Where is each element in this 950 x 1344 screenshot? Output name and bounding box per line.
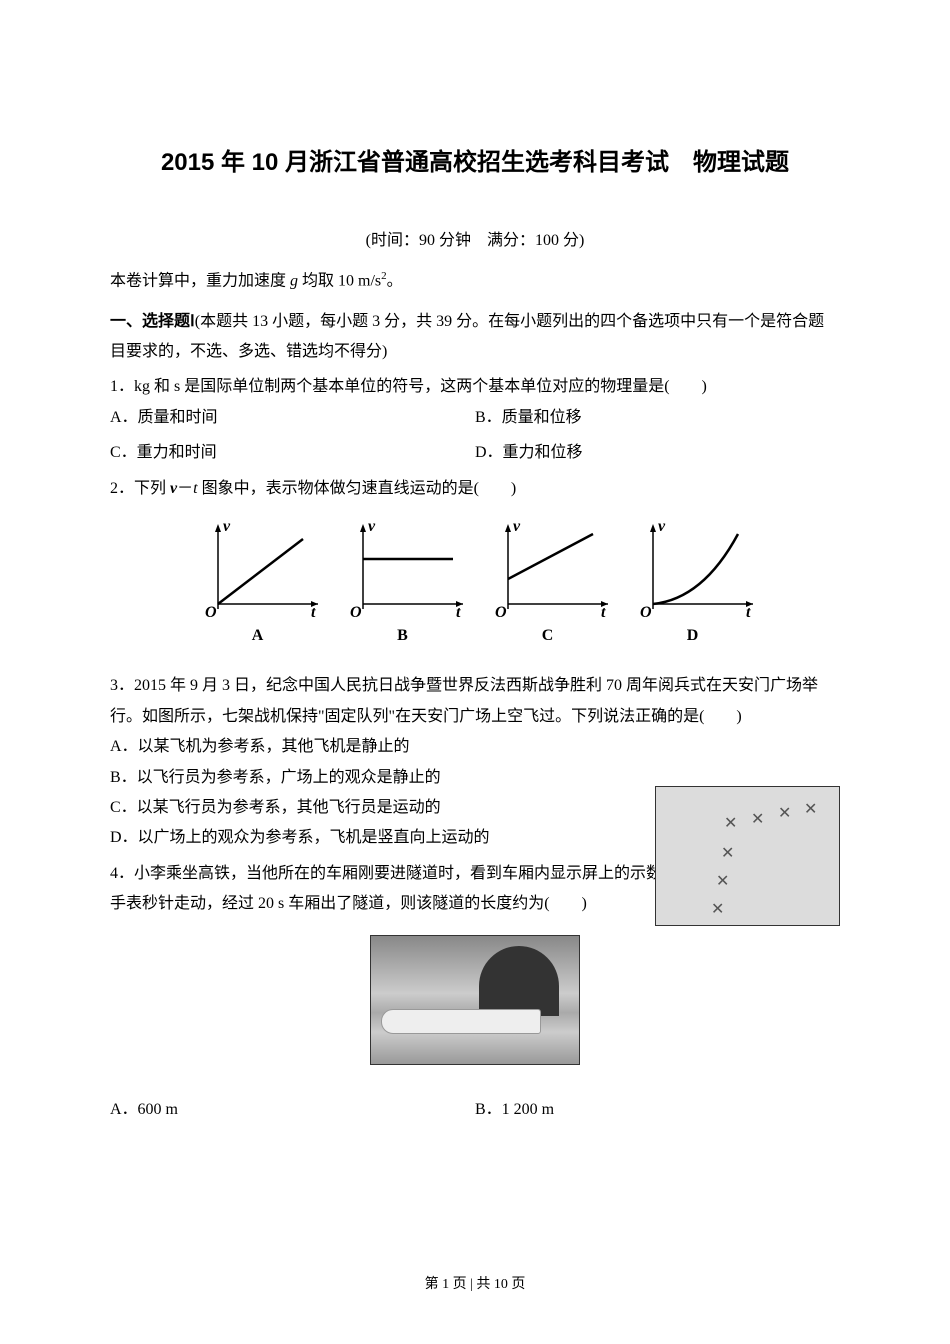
q3-para: 3．2015 年 9 月 3 日，纪念中国人民抗日战争暨世界反法西斯战争胜利 7… <box>110 671 840 732</box>
gravity-prefix: 本卷计算中，重力加速度 <box>110 272 290 289</box>
q1-optA: A．质量和时间 <box>110 403 475 433</box>
q1-options-row2: C．重力和时间 D．重力和位移 <box>110 438 840 468</box>
q2-dash: － <box>177 480 193 497</box>
page-footer: 第 1 页 | 共 10 页 <box>0 1272 950 1299</box>
svg-text:v: v <box>658 519 666 535</box>
exam-info: (时间：90 分钟 满分：100 分) <box>110 226 840 256</box>
gravity-end: 。 <box>387 272 403 289</box>
question-2: 2．下列 v－t 图象中，表示物体做匀速直线运动的是( ) v t O A <box>110 474 840 652</box>
q3-options: A．以某飞机为参考系，其他飞机是静止的 B．以飞行员为参考系，广场上的观众是静止… <box>110 732 630 854</box>
section-bold: 一、选择题Ⅰ <box>110 313 195 330</box>
graph-D-svg: v t O <box>628 519 758 619</box>
q4-optB: B．1 200 m <box>475 1095 840 1125</box>
graph-A: v t O A <box>193 519 323 651</box>
q1-text: 1．kg 和 s 是国际单位制两个基本单位的符号，这两个基本单位对应的物理量是(… <box>110 372 840 402</box>
graph-C-label: C <box>542 621 554 651</box>
exam-title: 2015 年 10 月浙江省普通高校招生选考科目考试 物理试题 <box>110 140 840 186</box>
svg-text:v: v <box>368 519 376 535</box>
q1-optC: C．重力和时间 <box>110 438 475 468</box>
graph-B-label: B <box>397 621 408 651</box>
q2-text: 2．下列 v－t 图象中，表示物体做匀速直线运动的是( ) <box>110 474 840 504</box>
svg-text:O: O <box>350 604 362 619</box>
q1-options-row1: A．质量和时间 B．质量和位移 <box>110 403 840 433</box>
q3-plane-image: ✕ ✕ ✕ ✕ ✕ ✕ ✕ <box>655 786 840 926</box>
graph-A-svg: v t O <box>193 519 323 619</box>
graph-B-svg: v t O <box>338 519 468 619</box>
section-header: 一、选择题Ⅰ(本题共 13 小题，每小题 3 分，共 39 分。在每小题列出的四… <box>110 307 840 368</box>
svg-text:v: v <box>513 519 521 535</box>
question-1: 1．kg 和 s 是国际单位制两个基本单位的符号，这两个基本单位对应的物理量是(… <box>110 372 840 468</box>
svg-text:t: t <box>456 604 461 619</box>
q2-suffix: 图象中，表示物体做匀速直线运动的是( ) <box>198 480 517 497</box>
q3-optD: D．以广场上的观众为参考系，飞机是竖直向上运动的 <box>110 823 630 853</box>
graph-D-label: D <box>687 621 699 651</box>
graph-C: v t O C <box>483 519 613 651</box>
q4-train-image <box>370 935 580 1065</box>
graph-C-svg: v t O <box>483 519 613 619</box>
q4-optA: A．600 m <box>110 1095 475 1125</box>
svg-text:O: O <box>640 604 652 619</box>
q1-optD: D．重力和位移 <box>475 438 840 468</box>
q2-prefix: 2．下列 <box>110 480 170 497</box>
svg-text:t: t <box>746 604 751 619</box>
gravity-var: g <box>290 272 298 289</box>
svg-text:v: v <box>223 519 231 535</box>
q3-optC: C．以某飞行员为参考系，其他飞行员是运动的 <box>110 793 630 823</box>
svg-text:t: t <box>311 604 316 619</box>
question-3: 3．2015 年 9 月 3 日，纪念中国人民抗日战争暨世界反法西斯战争胜利 7… <box>110 671 840 853</box>
svg-text:O: O <box>495 604 507 619</box>
q2-graphs: v t O A v t O B <box>110 519 840 651</box>
graph-D: v t O D <box>628 519 758 651</box>
q4-image-container <box>110 935 840 1065</box>
gravity-note: 本卷计算中，重力加速度 g 均取 10 m/s2。 <box>110 266 840 297</box>
train-body-icon <box>381 1009 541 1034</box>
q3-optA: A．以某飞机为参考系，其他飞机是静止的 <box>110 732 630 762</box>
graph-B: v t O B <box>338 519 468 651</box>
section-rest: (本题共 13 小题，每小题 3 分，共 39 分。在每小题列出的四个备选项中只… <box>110 313 824 360</box>
gravity-suffix: 均取 10 m/s <box>298 272 381 289</box>
q1-optB: B．质量和位移 <box>475 403 840 433</box>
svg-text:t: t <box>601 604 606 619</box>
q3-optB: B．以飞行员为参考系，广场上的观众是静止的 <box>110 763 630 793</box>
tunnel-arch-icon <box>479 946 559 1016</box>
graph-A-label: A <box>252 621 264 651</box>
svg-text:O: O <box>205 604 217 619</box>
q4-options-row1: A．600 m B．1 200 m <box>110 1095 840 1125</box>
